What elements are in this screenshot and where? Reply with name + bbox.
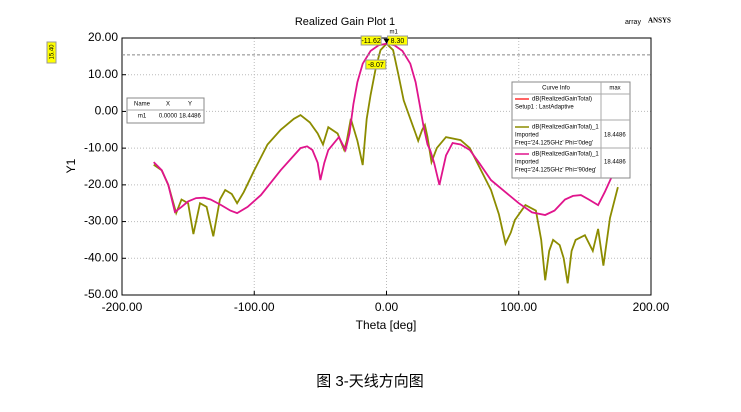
y-axis-label: Y1	[64, 158, 78, 173]
x-tick-label: -200.00	[102, 300, 143, 314]
y-tick-label: -30.00	[84, 214, 118, 228]
x-tick-label: -100.00	[234, 300, 275, 314]
corner-label: ANSYS	[648, 17, 671, 25]
crossing-label: -11.62	[361, 38, 380, 45]
legend-header: Curve Info	[542, 86, 570, 92]
legend-info: Freq='24.125GHz' Phi='0deg'	[515, 141, 593, 147]
legend-box	[511, 81, 631, 179]
y-tick-label: -20.00	[84, 177, 118, 191]
legend-max: 18.4486	[604, 133, 626, 139]
crossing-label: 8.30	[391, 38, 405, 45]
legend-info: Imported	[515, 133, 539, 139]
series-line	[153, 42, 619, 284]
table-cell: m1	[138, 114, 147, 120]
legend-info: Setup1 : LastAdaptive	[515, 105, 574, 111]
table-cell: 18.4486	[179, 114, 201, 120]
marker-label: m1	[390, 30, 399, 36]
y-tick-label: -10.00	[84, 140, 118, 154]
x-tick-label: 0.00	[375, 300, 399, 314]
table-header: Name	[134, 102, 151, 108]
y-tick-label: 20.00	[88, 30, 118, 44]
legend-label: dB(RealizedGainTotal)	[532, 97, 592, 103]
y-tick-label: -50.00	[84, 287, 118, 301]
chart-title: Realized Gain Plot 1	[295, 16, 395, 28]
legend-header: max	[609, 86, 620, 92]
caption: 图 3-天线方向图	[316, 373, 424, 390]
crossing-box	[360, 35, 382, 46]
crossing-box	[365, 59, 387, 70]
x-axis-label: Theta [deg]	[356, 318, 417, 332]
table-cell: 0.0000	[159, 114, 178, 120]
marker-point	[383, 38, 390, 44]
series-line	[153, 42, 621, 216]
hline-label: 15.40	[50, 44, 56, 60]
y-tick-label: 0.00	[95, 104, 119, 118]
y-tick-label: -40.00	[84, 250, 118, 264]
legend-label: dB(RealizedGainTotal)_1	[532, 152, 599, 158]
legend-label: dB(RealizedGainTotal)_1	[532, 125, 599, 131]
y-tick-label: 10.00	[88, 67, 118, 81]
x-tick-label: 200.00	[633, 300, 670, 314]
hline-label-box	[46, 41, 57, 64]
x-tick-label: 100.00	[500, 300, 537, 314]
legend-max: 18.4486	[604, 160, 626, 166]
table-header: X	[166, 102, 170, 108]
table-header: Y	[188, 102, 192, 108]
crossing-label: -8.07	[368, 62, 384, 69]
legend-info: Freq='24.125GHz' Phi='90deg'	[515, 168, 596, 174]
corner-label: array	[625, 19, 641, 26]
plot-frame	[121, 37, 652, 296]
legend-info: Imported	[515, 160, 539, 166]
